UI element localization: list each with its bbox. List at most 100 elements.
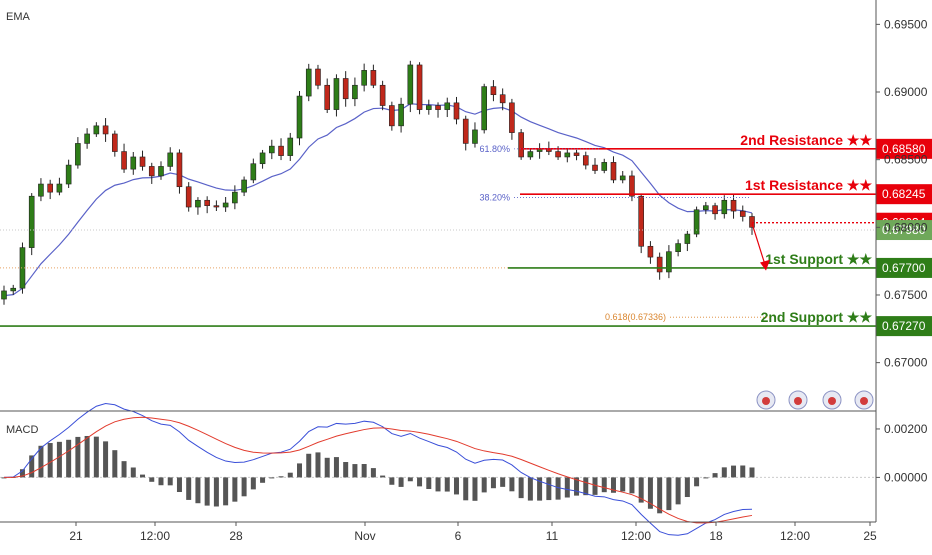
macd-histogram-bar: [647, 477, 653, 509]
macd-histogram-bar: [75, 436, 81, 478]
macd-histogram-bar: [232, 477, 238, 502]
level-value: 0.68580: [882, 142, 926, 156]
candle: [407, 64, 414, 105]
macd-histogram-bar: [269, 477, 275, 479]
macd-histogram-bar: [444, 477, 450, 492]
time-tick-label: 12:00: [780, 529, 810, 543]
macd-histogram-bar: [167, 477, 173, 486]
candle: [555, 151, 561, 158]
candle: [241, 179, 247, 193]
candle: [684, 233, 691, 244]
macd-histogram-bar: [657, 477, 663, 514]
macd-histogram-bar: [610, 477, 616, 493]
candle: [324, 84, 331, 110]
macd-histogram-bar: [731, 465, 737, 478]
macd-histogram-bar: [463, 477, 469, 501]
macd-histogram-bar: [684, 477, 690, 498]
candle: [47, 183, 53, 193]
candle: [1, 290, 7, 300]
last-price-badge: [876, 220, 932, 241]
ema-label[interactable]: EMA: [6, 11, 31, 23]
candle: [213, 205, 220, 208]
macd-histogram-bar: [564, 477, 570, 498]
calendar-flag-icon[interactable]: [756, 390, 776, 410]
level-value: 0.67270: [882, 319, 926, 333]
candle: [222, 202, 229, 208]
macd-histogram-bar: [297, 463, 303, 478]
macd-histogram-bar: [537, 477, 543, 501]
candle: [287, 137, 294, 156]
macd-histogram-bar: [38, 445, 44, 478]
candle: [75, 143, 81, 166]
candle: [601, 162, 608, 171]
macd-histogram-bar: [149, 477, 155, 482]
macd-histogram-bar: [158, 477, 164, 486]
macd-histogram-bar: [223, 477, 229, 506]
candle: [499, 94, 506, 104]
candle: [564, 152, 571, 158]
fib-label: 61.80%: [479, 144, 510, 154]
macd-histogram-bar: [1, 477, 7, 479]
price-tick-label: 0.68000: [884, 220, 928, 234]
macd-histogram-bar: [426, 477, 432, 490]
macd-histogram-bar: [527, 477, 533, 501]
candle: [481, 86, 487, 131]
fib-label: 38.20%: [479, 193, 510, 203]
macd-histogram-bar: [629, 477, 635, 494]
level-label: 2nd Support ★★: [761, 309, 873, 325]
macd-histogram-bar: [740, 465, 746, 478]
macd-histogram-bar: [638, 477, 644, 503]
level-label: 1st Resistance ★★: [745, 177, 872, 193]
candle: [389, 105, 395, 127]
time-tick-label: 18: [709, 529, 723, 543]
macd-histogram-bar: [592, 477, 598, 495]
candle: [749, 216, 755, 228]
candle: [112, 133, 118, 152]
candle: [693, 209, 700, 235]
macd-histogram-bar: [712, 473, 718, 478]
fib-label: 0.618(0.67336): [605, 312, 666, 322]
level-badge: [876, 257, 932, 278]
macd-histogram-bar: [333, 457, 339, 478]
calendar-flag-icon[interactable]: [822, 390, 842, 410]
macd-histogram-bar: [29, 455, 35, 478]
macd-histogram-bar: [749, 467, 755, 478]
macd-histogram-bar: [490, 477, 496, 489]
candle: [10, 287, 17, 292]
calendar-flag-icon[interactable]: [788, 390, 808, 410]
macd-histogram-bar: [260, 477, 266, 483]
macd-histogram-bar: [213, 477, 219, 507]
candle: [195, 199, 201, 208]
candle: [342, 78, 349, 100]
candle: [176, 152, 183, 188]
event-icons[interactable]: [756, 390, 874, 410]
candle: [416, 64, 423, 110]
macd-histogram-bar: [130, 467, 136, 478]
time-tick-label: 12:00: [140, 529, 170, 543]
macd-histogram-bar: [435, 477, 441, 492]
price-tick-label: 0.69000: [884, 85, 928, 99]
macd-histogram-bar: [583, 477, 589, 496]
macd-histogram-bar: [417, 477, 423, 487]
macd-histogram-bar: [278, 476, 284, 478]
ema-line: [3, 103, 753, 297]
candle: [296, 95, 303, 139]
macd-label[interactable]: MACD: [6, 424, 38, 436]
macd-histogram-bar: [66, 439, 72, 478]
candle: [666, 251, 672, 273]
macd-histogram-bar: [324, 457, 330, 478]
price-tick-label: 0.68500: [884, 153, 928, 167]
calendar-flag-icon[interactable]: [854, 390, 874, 410]
candle: [472, 129, 478, 144]
candle: [232, 191, 238, 204]
macd-histogram-bar: [140, 474, 146, 478]
candle: [675, 243, 681, 252]
candle: [509, 102, 515, 133]
signal-line: [3, 416, 753, 524]
candle: [84, 133, 90, 144]
level-badge: [876, 184, 932, 205]
candle: [56, 183, 63, 193]
candle: [453, 102, 460, 120]
level-badge: [876, 138, 932, 159]
macd-histogram-bar: [241, 477, 247, 497]
